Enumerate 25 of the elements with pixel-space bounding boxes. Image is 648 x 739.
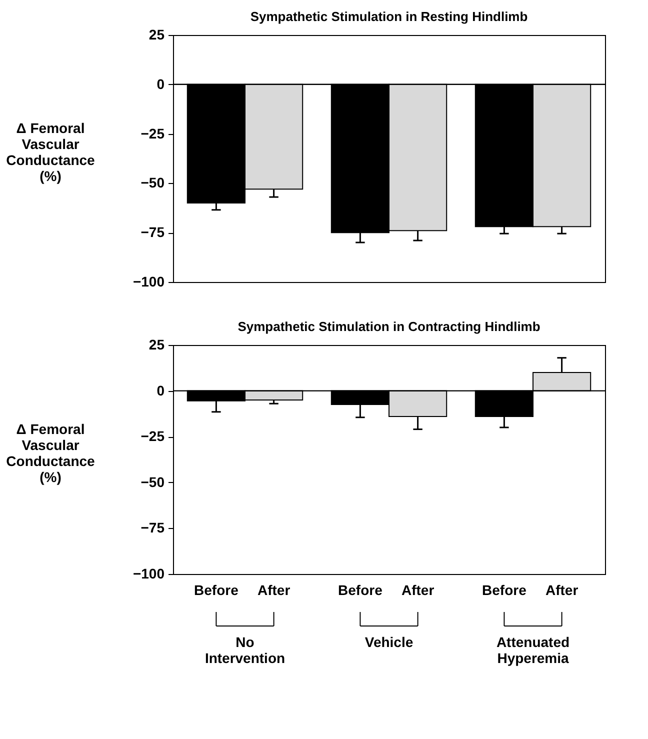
text: No Intervention — [204, 634, 286, 666]
y-axis-title: Δ Femoral Vascular Conductance (%) — [6, 120, 96, 184]
y-tick-label: −50 — [140, 474, 165, 490]
x-tick-label: Before — [194, 582, 239, 598]
x-tick-label: After — [257, 582, 291, 598]
text: Attenuated Hyperemia — [496, 634, 570, 666]
x-tick-label: Before — [338, 582, 383, 598]
y-tick-label: −75 — [140, 224, 165, 240]
chart-title: Sympathetic Stimulation in Resting Hindlimb — [250, 9, 528, 24]
x-tick-label: After — [401, 582, 435, 598]
y-tick-label: −25 — [140, 428, 165, 444]
x-tick-label: After — [545, 582, 579, 598]
chart-title: Sympathetic Stimulation in Contracting Hindlimb — [238, 319, 540, 334]
y-tick-label: 25 — [148, 336, 165, 352]
x-tick-label: Before — [482, 582, 527, 598]
y-tick-label: 0 — [156, 76, 165, 92]
y-tick-label: 0 — [156, 382, 165, 398]
y-tick-label: −100 — [132, 274, 165, 290]
y-tick-label: −25 — [140, 125, 165, 142]
y-tick-label: 25 — [148, 26, 165, 42]
y-tick-label: −100 — [132, 566, 165, 582]
y-axis-title: Δ Femoral Vascular Conductance (%) — [6, 421, 96, 485]
y-tick-label: −50 — [140, 174, 165, 191]
text: Vehicle — [364, 634, 414, 650]
y-tick-label: −75 — [140, 520, 165, 536]
